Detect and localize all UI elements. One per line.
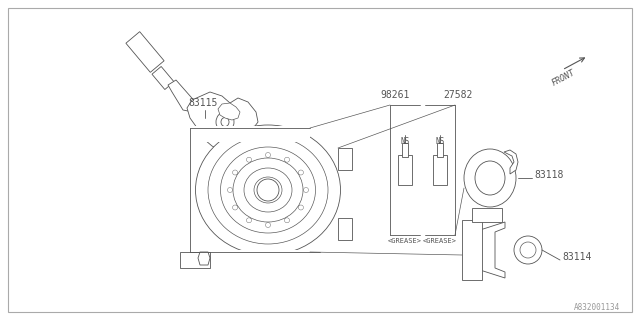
Ellipse shape: [464, 149, 516, 207]
Bar: [190, 250, 310, 260]
Text: FRONT: FRONT: [550, 68, 576, 88]
Ellipse shape: [514, 236, 542, 264]
Polygon shape: [210, 148, 234, 172]
Ellipse shape: [216, 112, 234, 132]
Polygon shape: [152, 67, 174, 90]
Bar: [170, 128, 190, 252]
Text: 98261: 98261: [380, 90, 410, 100]
Text: 83115: 83115: [188, 98, 218, 108]
Text: 83118: 83118: [534, 170, 563, 180]
Polygon shape: [187, 92, 258, 150]
Ellipse shape: [257, 179, 279, 201]
Bar: [180, 252, 210, 268]
Text: <GREASE>: <GREASE>: [388, 238, 422, 244]
Ellipse shape: [221, 117, 229, 126]
Polygon shape: [168, 80, 198, 112]
Ellipse shape: [475, 161, 505, 195]
Bar: [190, 126, 310, 142]
Ellipse shape: [520, 242, 536, 258]
Bar: [338, 148, 352, 170]
Bar: [338, 218, 352, 240]
Text: NS: NS: [435, 137, 445, 146]
Polygon shape: [504, 150, 518, 174]
Bar: [433, 155, 447, 185]
Polygon shape: [126, 32, 164, 72]
Polygon shape: [218, 103, 240, 120]
Ellipse shape: [195, 125, 340, 255]
Text: NS: NS: [401, 137, 410, 146]
Bar: [402, 143, 408, 157]
Bar: [398, 155, 412, 185]
Bar: [472, 208, 502, 222]
Text: 27582: 27582: [443, 90, 472, 100]
Bar: [462, 220, 482, 280]
Polygon shape: [480, 222, 505, 278]
Polygon shape: [198, 252, 210, 265]
Bar: [437, 143, 443, 157]
Text: 83114: 83114: [562, 252, 591, 262]
Text: A832001134: A832001134: [573, 303, 620, 312]
Text: <GREASE>: <GREASE>: [423, 238, 457, 244]
